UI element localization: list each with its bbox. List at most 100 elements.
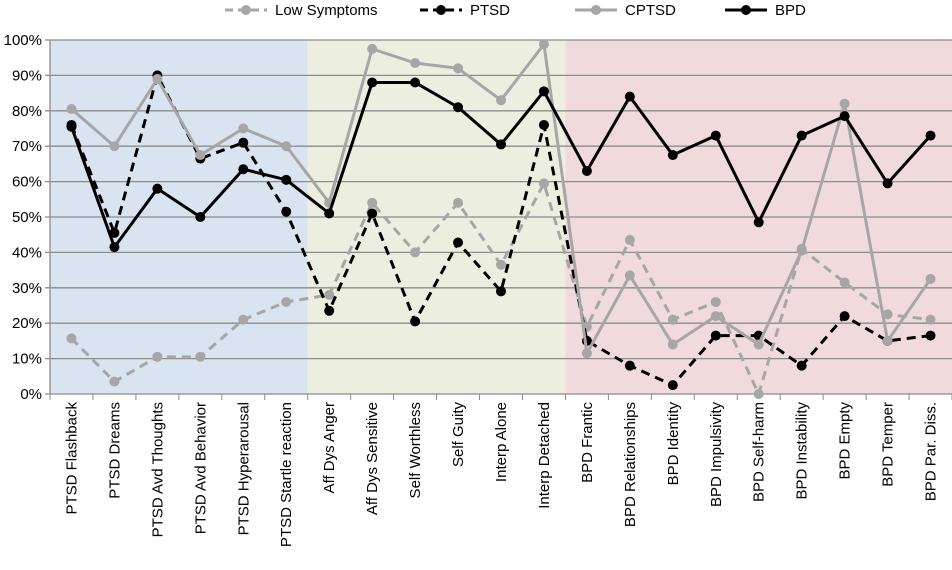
y-tick-label: 90%	[12, 67, 42, 84]
data-point	[882, 309, 893, 320]
data-point	[496, 95, 506, 106]
data-point	[324, 289, 335, 300]
x-tick-label: Aff Dys Sensitive	[364, 402, 381, 515]
legend-marker	[741, 5, 751, 15]
data-point	[710, 311, 721, 322]
x-tick-label: BPD Relationships	[622, 402, 639, 527]
data-point	[538, 86, 549, 97]
data-point	[152, 183, 163, 194]
x-tick-label: BPD Empty	[837, 402, 854, 480]
data-point	[238, 123, 249, 134]
x-tick-label: BPD Impulsivity	[708, 402, 725, 508]
data-point	[410, 58, 421, 69]
y-tick-label: 20%	[12, 315, 42, 332]
data-point	[667, 339, 678, 350]
data-point	[925, 314, 936, 325]
y-tick-label: 60%	[12, 174, 42, 191]
data-point	[496, 139, 506, 150]
data-point	[66, 104, 77, 115]
data-point	[538, 178, 549, 189]
y-tick-label: 0%	[20, 386, 42, 403]
data-point	[109, 242, 120, 253]
data-point	[367, 43, 378, 54]
data-point	[796, 245, 807, 256]
data-point	[324, 208, 335, 219]
data-point	[796, 130, 807, 141]
legend-label: CPTSD	[625, 2, 676, 19]
y-tick-label: 50%	[12, 209, 42, 226]
x-tick-label: Self Worthless	[407, 402, 424, 498]
data-point	[624, 91, 635, 102]
x-tick-label: Interp Detached	[536, 402, 553, 509]
data-point	[624, 360, 635, 371]
data-point	[152, 73, 163, 84]
data-point	[925, 273, 936, 284]
data-point	[66, 121, 77, 132]
data-point	[839, 111, 850, 122]
y-tick-label: 10%	[12, 351, 42, 368]
x-tick-label: PTSD Hyperarousal	[235, 402, 252, 535]
data-point	[281, 206, 292, 217]
data-point	[152, 351, 163, 362]
data-point	[624, 235, 635, 246]
data-point	[410, 77, 421, 88]
x-tick-label: BPD Identity	[665, 402, 682, 486]
data-point	[710, 130, 721, 141]
x-tick-label: BPD Temper	[880, 402, 897, 487]
data-point	[66, 333, 77, 344]
x-tick-label: BPD Self-harm	[751, 402, 768, 502]
y-tick-label: 80%	[12, 103, 42, 120]
data-point	[624, 270, 635, 281]
data-point	[367, 77, 378, 88]
data-point	[453, 237, 464, 248]
x-tick-label: BPD Instability	[794, 402, 811, 500]
data-point	[281, 174, 292, 185]
data-point	[710, 330, 721, 341]
x-tick-label: Aff Dys Anger	[321, 402, 338, 493]
legend-marker	[241, 5, 251, 15]
data-point	[710, 296, 721, 307]
data-point	[410, 316, 421, 327]
data-point	[796, 360, 807, 371]
data-point	[109, 376, 120, 387]
x-tick-label: PTSD Flashback	[63, 402, 80, 515]
legend-label: Low Symptoms	[275, 2, 378, 19]
data-point	[496, 259, 506, 270]
y-tick-label: 100%	[4, 32, 42, 49]
data-point	[538, 39, 549, 50]
legend-marker	[591, 5, 601, 15]
data-point	[367, 208, 378, 219]
data-point	[238, 314, 249, 325]
data-point	[410, 247, 421, 258]
data-point	[453, 63, 464, 74]
data-point	[238, 164, 249, 175]
x-tick-label: BPD Par. Diss.	[923, 402, 940, 501]
data-point	[195, 212, 206, 222]
data-point	[281, 141, 292, 152]
data-point	[882, 335, 893, 346]
x-tick-label: BPD Frantic	[579, 402, 596, 483]
data-point	[581, 348, 592, 359]
data-point	[496, 286, 506, 297]
data-point	[839, 311, 850, 322]
y-tick-label: 40%	[12, 244, 42, 261]
data-point	[281, 296, 292, 307]
legend-label: PTSD	[470, 2, 510, 19]
x-tick-label: Self Guity	[450, 402, 467, 468]
y-tick-label: 70%	[12, 138, 42, 155]
x-tick-label: PTSD Dreams	[106, 402, 123, 499]
data-point	[109, 227, 120, 238]
x-tick-label: Interp Alone	[493, 402, 510, 482]
data-point	[581, 165, 592, 176]
data-point	[925, 130, 936, 141]
data-point	[925, 330, 936, 341]
legend-marker	[436, 5, 446, 15]
data-point	[367, 197, 378, 208]
data-point	[753, 217, 764, 228]
legend-label: BPD	[775, 2, 806, 19]
data-point	[453, 102, 464, 113]
data-point	[839, 277, 850, 288]
data-point	[195, 351, 206, 362]
data-point	[753, 389, 764, 399]
